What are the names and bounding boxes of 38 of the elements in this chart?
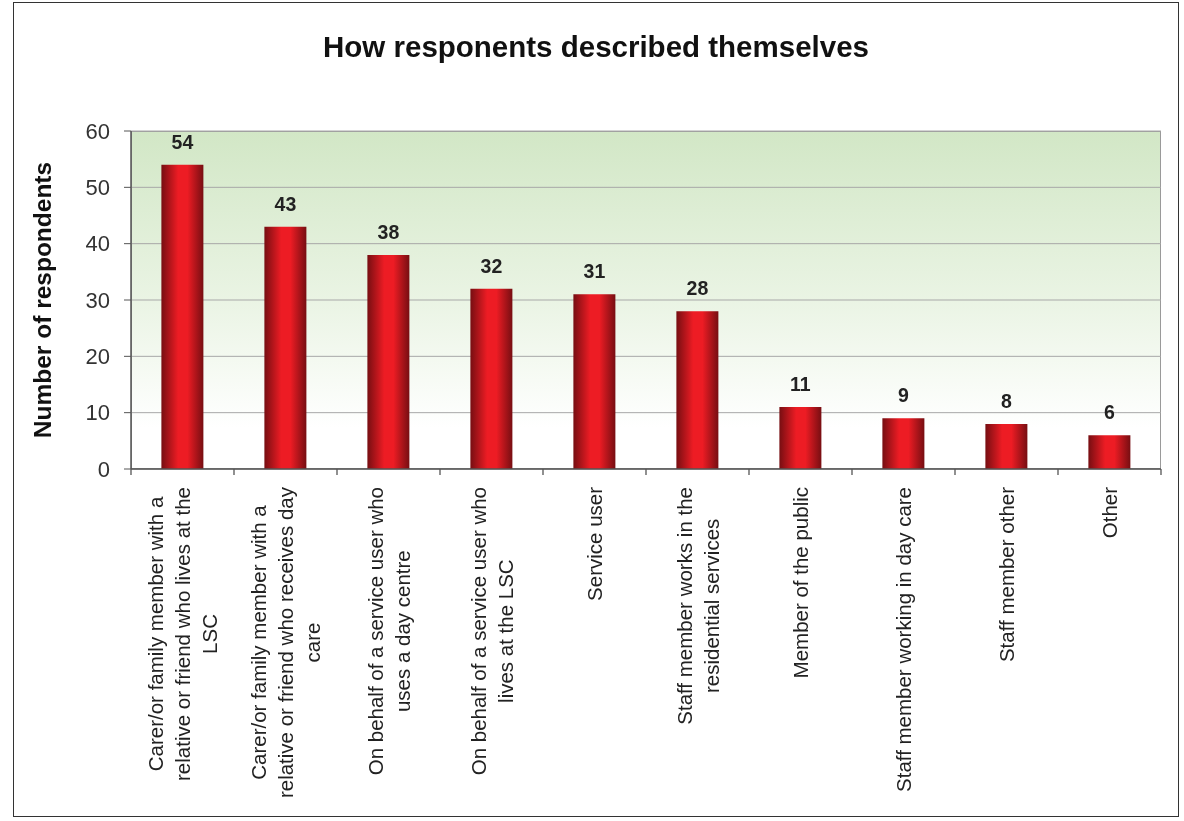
- x-tick-label: Member of the public: [789, 486, 812, 679]
- y-tick-label: 60: [85, 118, 110, 144]
- y-tick-label: 50: [85, 175, 110, 201]
- y-axis-title: Number of respondents: [28, 161, 56, 439]
- y-tick-label: 10: [85, 400, 110, 426]
- data-label: 9: [897, 384, 909, 407]
- data-label: 8: [1000, 389, 1012, 412]
- bar: [985, 423, 1028, 469]
- x-tick-label: Other: [1098, 486, 1121, 539]
- bar: [882, 418, 925, 469]
- bar: [367, 254, 410, 469]
- y-tick-label: 40: [85, 231, 110, 257]
- y-tick-label: 0: [97, 456, 110, 482]
- bar: [779, 407, 822, 469]
- data-label: 43: [274, 192, 297, 215]
- data-label: 11: [790, 373, 811, 396]
- data-label: 38: [377, 220, 400, 243]
- x-tick-label: Staff member works in the residential services: [672, 487, 723, 725]
- bar: [676, 311, 719, 469]
- x-tick-label: Carer/or family member with a relative or friend who receives day care: [247, 486, 324, 799]
- bar: [1088, 435, 1131, 469]
- data-label: 6: [1103, 401, 1115, 424]
- x-tick-label: On behalf of a service user who lives at the LSC: [466, 487, 517, 776]
- bar: [573, 294, 616, 469]
- data-label: 28: [686, 277, 709, 300]
- chart-title: How responents described themselves: [322, 29, 870, 65]
- bar: [161, 164, 204, 469]
- data-label: 54: [171, 130, 194, 153]
- y-tick-label: 30: [85, 287, 110, 313]
- data-label: 32: [480, 254, 503, 277]
- x-tick-label: Staff member working in day care: [892, 487, 915, 792]
- x-tick-label: Staff member other: [995, 486, 1018, 663]
- bar: [264, 226, 307, 469]
- x-tick-label: Service user: [583, 486, 606, 601]
- x-tick-label: Carer/or family member with a relative or friend who lives at the LSC: [144, 487, 221, 781]
- data-label: 31: [583, 260, 606, 283]
- bar: [470, 288, 513, 469]
- y-tick-label: 20: [85, 344, 110, 370]
